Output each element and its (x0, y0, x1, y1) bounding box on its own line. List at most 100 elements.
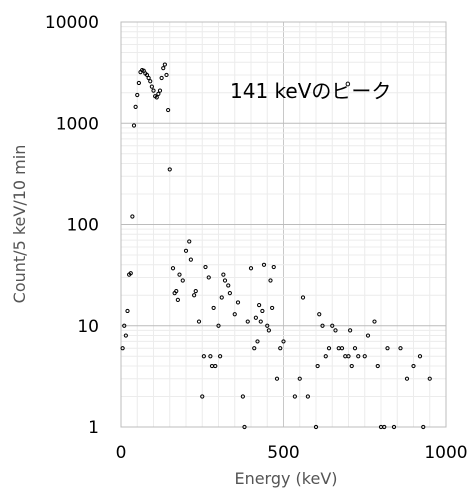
y-tick-labels: 1 10 100 1000 10000 (45, 13, 99, 438)
data-point (157, 88, 163, 93)
data-point (226, 283, 231, 288)
y-tick-label: 1000 (56, 114, 99, 134)
data-point (218, 354, 223, 359)
data-point (196, 319, 202, 324)
data-point (216, 323, 221, 328)
data-point (315, 363, 320, 369)
data-point (148, 79, 153, 84)
data-point (149, 84, 154, 89)
data-point (235, 300, 241, 305)
data-point (135, 92, 140, 98)
data-point (146, 75, 151, 81)
data-point (330, 323, 335, 328)
data-point (125, 308, 130, 314)
data-point (411, 363, 416, 369)
data-point (261, 262, 267, 267)
data-point (162, 62, 167, 67)
data-point (151, 88, 156, 93)
data-point (268, 278, 273, 283)
data-point (166, 107, 171, 113)
data-point (278, 346, 283, 351)
data-point (123, 333, 128, 338)
data-point (375, 363, 380, 369)
data-point (365, 333, 371, 338)
data-point (348, 328, 353, 333)
data-point (346, 354, 351, 359)
data-point (333, 328, 338, 333)
data-point (161, 66, 166, 71)
data-point (136, 80, 141, 86)
x-tick-label: 0 (116, 443, 127, 463)
data-point (208, 354, 213, 359)
data-point (221, 272, 226, 277)
data-point (180, 278, 185, 283)
data-point (167, 167, 172, 172)
data-point (131, 123, 137, 128)
data-point (391, 424, 397, 430)
data-point (274, 376, 280, 381)
data-point (192, 293, 197, 298)
data-point (382, 424, 387, 430)
data-point (122, 323, 127, 328)
gridlines (121, 21, 446, 428)
data-point (404, 376, 410, 381)
data-point (270, 305, 275, 311)
data-point (222, 278, 228, 283)
data-points (120, 62, 432, 430)
data-point (271, 264, 276, 270)
data-point (130, 214, 135, 219)
data-point (242, 424, 247, 430)
data-point (320, 323, 325, 328)
data-point (317, 312, 322, 317)
data-point (421, 424, 426, 430)
data-point (313, 424, 319, 430)
x-axis-title: Energy (keV) (234, 469, 337, 488)
x-tick-labels: 0 500 1000 (116, 443, 468, 463)
data-point (144, 72, 150, 78)
plot-frame (120, 21, 447, 428)
annotation-peak-label: 141 keVのピーク (230, 79, 391, 103)
data-point (188, 257, 193, 262)
x-tick-label: 1000 (424, 443, 467, 463)
data-point (245, 319, 250, 324)
data-point (326, 346, 332, 351)
data-point (120, 346, 125, 351)
data-point (156, 91, 161, 96)
plot-area-border (120, 21, 447, 428)
data-point (154, 95, 159, 100)
data-point (175, 297, 180, 303)
data-point (211, 305, 216, 311)
data-point (372, 319, 377, 324)
data-point (164, 72, 169, 78)
data-point (227, 291, 232, 296)
data-point (240, 394, 245, 399)
data-point (352, 346, 358, 351)
data-point (159, 75, 164, 81)
data-point (265, 323, 270, 328)
data-point (266, 328, 271, 333)
data-point (417, 354, 423, 359)
data-point (174, 288, 179, 294)
data-point (297, 376, 302, 381)
data-point (300, 295, 306, 300)
data-point (219, 295, 224, 300)
data-point (281, 339, 286, 344)
data-point (398, 346, 403, 351)
data-point (292, 394, 297, 399)
data-point (193, 288, 198, 294)
data-point (128, 271, 133, 276)
data-point (187, 239, 192, 244)
data-point (253, 315, 258, 320)
y-tick-label: 1 (88, 418, 99, 438)
data-point (356, 354, 361, 359)
data-point (206, 275, 211, 280)
data-point (133, 104, 138, 110)
y-tick-label: 10 (77, 317, 99, 337)
data-point (252, 346, 257, 351)
data-point (258, 319, 263, 324)
data-point (305, 394, 310, 399)
y-tick-label: 10000 (45, 13, 99, 33)
data-point (213, 363, 218, 369)
data-point (201, 354, 206, 359)
